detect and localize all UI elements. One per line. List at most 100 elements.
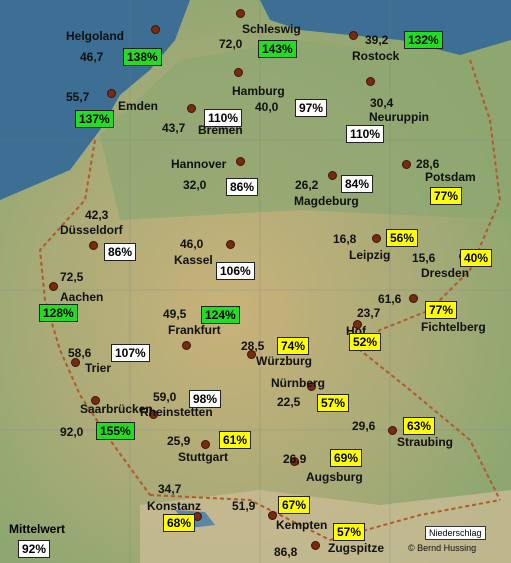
station-percent-badge-straubing: 63% [403, 417, 436, 435]
station-value-dusseldorf: 42,3 [85, 208, 109, 222]
station-dot-fichtelberg [409, 294, 418, 303]
station-dot-magdeburg [328, 171, 337, 180]
station-value-bremen: 43,7 [162, 121, 186, 135]
station-percent-badge-dusseldorf: 86% [104, 243, 137, 261]
station-value-potsdam: 28,6 [416, 157, 440, 171]
alps-region [140, 490, 511, 563]
station-name-neuruppin: Neuruppin [369, 110, 429, 124]
station-dot-kassel [226, 240, 235, 249]
station-percent-badge-augsburg: 69% [330, 449, 363, 467]
station-value-kempten: 51,9 [232, 499, 256, 513]
station-percent-badge-dresden: 40% [460, 249, 493, 267]
station-value-fichtelberg: 61,6 [378, 292, 402, 306]
station-name-potsdam: Potsdam [425, 170, 476, 184]
station-name-augsburg: Augsburg [306, 470, 363, 484]
station-value-emden: 55,7 [66, 90, 90, 104]
station-value-stuttgart: 25,9 [167, 434, 191, 448]
station-name-kassel: Kassel [174, 253, 213, 267]
station-percent-badge-neuruppin: 110% [346, 125, 385, 143]
station-name-wurzburg: Würzburg [256, 354, 312, 368]
station-name-rheinstetten: Rheinstetten [140, 405, 213, 419]
station-percent-badge-bremen: 110% [204, 109, 243, 127]
station-dot-schleswig [236, 9, 245, 18]
station-percent-badge-stuttgart: 61% [219, 431, 252, 449]
station-dot-potsdam [402, 160, 411, 169]
station-name-rostock: Rostock [352, 49, 400, 63]
border-east [358, 59, 502, 501]
station-name-kempten: Kempten [276, 518, 328, 532]
station-dot-kempten [268, 511, 277, 520]
station-dot-hof [353, 320, 362, 329]
station-percent-badge-emden: 137% [75, 110, 114, 128]
station-dot-neuruppin [366, 77, 375, 86]
station-name-hamburg: Hamburg [232, 84, 285, 98]
station-dot-aachen [49, 282, 58, 291]
average-percent-badge: 92% [18, 540, 51, 558]
station-name-dusseldorf: Düsseldorf [60, 223, 123, 237]
station-dot-leipzig [372, 234, 381, 243]
station-percent-badge-rostock: 132% [404, 31, 443, 49]
station-percent-badge-zugspitze: 57% [333, 523, 366, 541]
station-percent-badge-rheinstetten: 98% [189, 390, 222, 408]
station-value-aachen: 72,5 [60, 270, 84, 284]
station-value-rostock: 39,2 [365, 33, 389, 47]
station-dot-hamburg [234, 68, 243, 77]
station-name-emden: Emden [118, 99, 159, 113]
station-value-helgoland: 46,7 [80, 50, 104, 64]
station-value-saarbrucken: 92,0 [60, 425, 84, 439]
station-dot-trier [71, 358, 80, 367]
station-percent-badge-magdeburg: 84% [341, 175, 374, 193]
station-value-frankfurt: 49,5 [163, 307, 187, 321]
station-dot-rheinstetten [149, 410, 158, 419]
station-name-konstanz: Konstanz [147, 499, 201, 513]
station-value-leipzig: 16,8 [333, 232, 357, 246]
station-value-konstanz: 34,7 [158, 482, 182, 496]
station-percent-badge-fichtelberg: 77% [425, 301, 458, 319]
station-name-magdeburg: Magdeburg [294, 194, 359, 208]
station-percent-badge-kassel: 106% [216, 262, 255, 280]
station-percent-badge-hof: 52% [349, 333, 382, 351]
station-value-wurzburg: 28,5 [241, 339, 265, 353]
station-name-nurnberg: Nürnberg [271, 376, 325, 390]
station-dot-saarbrucken [91, 396, 100, 405]
station-dot-nurnberg [307, 382, 316, 391]
station-dot-stuttgart [201, 440, 210, 449]
station-dot-bremen [187, 104, 196, 113]
station-percent-badge-kempten: 67% [278, 496, 311, 514]
station-value-augsburg: 26,9 [283, 452, 307, 466]
legend-label: Niederschlag [425, 526, 486, 540]
station-value-straubing: 29,6 [352, 419, 376, 433]
station-percent-badge-konstanz: 68% [163, 514, 196, 532]
border-south [149, 494, 501, 542]
station-name-straubing: Straubing [397, 435, 453, 449]
station-value-kassel: 46,0 [180, 237, 204, 251]
station-percent-badge-helgoland: 138% [123, 48, 162, 66]
station-dot-frankfurt [182, 341, 191, 350]
station-value-schleswig: 72,0 [219, 37, 243, 51]
baltic-sea [260, 0, 511, 55]
station-percent-badge-schleswig: 143% [258, 40, 297, 58]
station-percent-badge-wurzburg: 74% [277, 337, 310, 355]
station-name-schleswig: Schleswig [242, 22, 301, 36]
station-percent-badge-hamburg: 97% [295, 99, 328, 117]
station-dot-rostock [349, 31, 358, 40]
station-value-dresden: 15,6 [412, 251, 436, 265]
station-value-hof: 23,7 [357, 306, 381, 320]
station-dot-straubing [388, 426, 397, 435]
station-value-hamburg: 40,0 [255, 100, 279, 114]
lowland-north [100, 40, 511, 220]
station-dot-emden [107, 89, 116, 98]
station-dot-dusseldorf [89, 241, 98, 250]
station-percent-badge-leipzig: 56% [386, 229, 419, 247]
station-name-fichtelberg: Fichtelberg [421, 320, 486, 334]
station-percent-badge-saarbrucken: 155% [96, 422, 135, 440]
station-name-helgoland: Helgoland [66, 29, 125, 43]
station-percent-badge-hannover: 86% [226, 178, 259, 196]
station-name-dresden: Dresden [421, 266, 470, 280]
station-dot-helgoland [151, 25, 160, 34]
station-percent-badge-aachen: 128% [39, 304, 78, 322]
station-dot-augsburg [290, 457, 299, 466]
station-name-aachen: Aachen [60, 290, 104, 304]
